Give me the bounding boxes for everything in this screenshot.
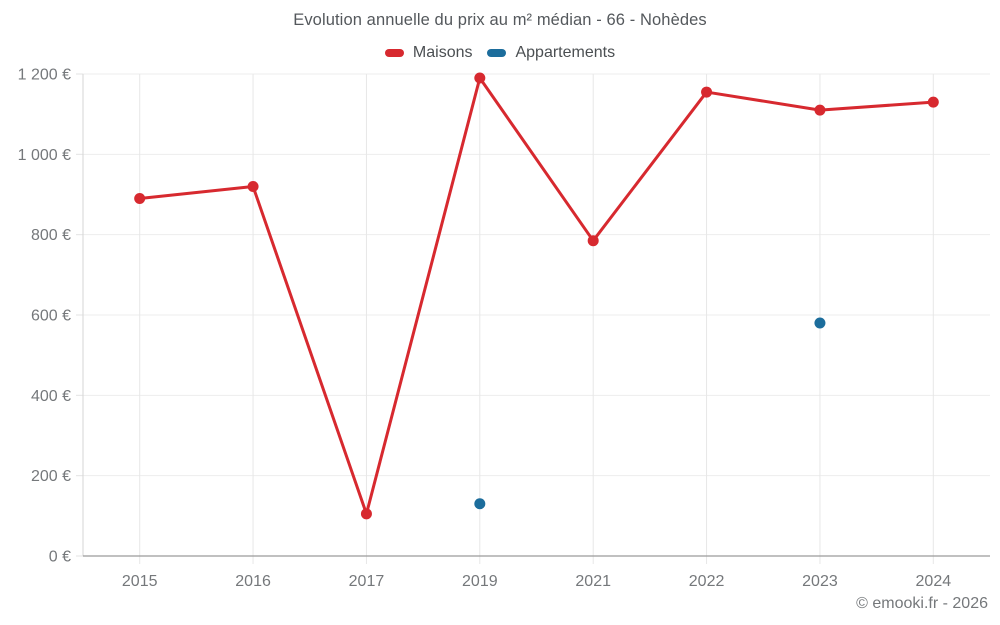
point-appartements-2019[interactable] (474, 498, 486, 510)
appartements-series-swatch-icon (487, 49, 507, 57)
point-maisons-2015[interactable] (134, 193, 146, 205)
legend-item-maisons[interactable]: Maisons (384, 44, 473, 62)
maisons-series-swatch-icon (384, 49, 404, 57)
y-axis-label: 200 € (31, 468, 71, 485)
point-maisons-2024[interactable] (927, 96, 939, 108)
x-axis-label: 2024 (916, 573, 952, 590)
legend-item-appartements[interactable]: Appartements (487, 44, 615, 62)
point-appartements-2023[interactable] (814, 317, 826, 329)
x-axis-label: 2023 (802, 573, 838, 590)
x-axis-label: 2017 (349, 573, 385, 590)
point-maisons-2022[interactable] (701, 86, 713, 98)
point-maisons-2019[interactable] (474, 72, 486, 84)
y-axis-label: 0 € (49, 549, 71, 566)
x-axis-label: 2022 (689, 573, 725, 590)
y-axis-label: 1 200 € (18, 67, 71, 84)
y-axis-label: 800 € (31, 227, 71, 244)
point-maisons-2023[interactable] (814, 104, 826, 116)
chart-legend: Maisons Appartements (0, 44, 1000, 62)
copyright-credit: © emooki.fr - 2026 (856, 595, 988, 612)
y-axis-label: 400 € (31, 388, 71, 405)
legend-label-appartements: Appartements (515, 44, 616, 61)
legend-label-maisons: Maisons (412, 44, 473, 61)
x-axis-label: 2021 (575, 573, 611, 590)
series-line-maisons (138, 76, 935, 516)
point-maisons-2021[interactable] (587, 235, 599, 247)
x-axis-label: 2016 (235, 573, 271, 590)
point-maisons-2017[interactable] (360, 508, 372, 520)
x-axis-label: 2019 (462, 573, 498, 590)
point-maisons-2016[interactable] (247, 180, 259, 192)
y-axis-label: 1 000 € (18, 147, 71, 164)
chart-title: Evolution annuelle du prix au m² médian … (293, 11, 707, 29)
y-axis-label: 600 € (31, 308, 71, 325)
x-axis-label: 2015 (122, 573, 158, 590)
